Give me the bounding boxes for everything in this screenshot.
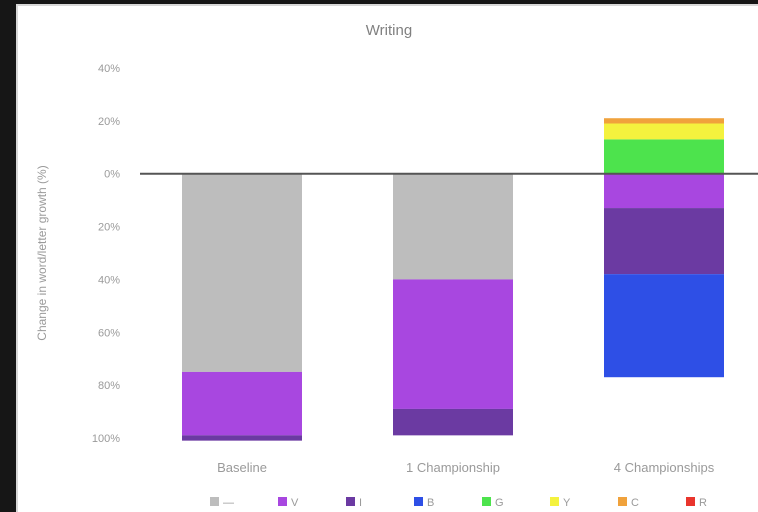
bar-segment (604, 118, 724, 124)
chart-panel: Writing 40% 20% 0% 20% 40% 60% 80% 100% Change i… (16, 4, 758, 512)
legend-swatch (550, 497, 559, 506)
legend-swatch (414, 497, 423, 506)
bar-segment (182, 173, 302, 372)
legend-label: G (495, 497, 504, 509)
y-axis-label: Change in word/letter growth (%) (35, 165, 49, 340)
y-tick-label: 40% (98, 63, 120, 75)
y-tick-label: 60% (98, 327, 120, 339)
legend-swatch (618, 497, 627, 506)
legend-label: C (631, 497, 639, 509)
bar-segment (604, 173, 724, 209)
x-tick-label: Baseline (217, 460, 267, 475)
stacked-bar-chart: 40% 20% 0% 20% 40% 60% 80% 100% Change in word/l… (35, 63, 758, 509)
x-tick-label: 4 Championships (614, 460, 715, 475)
legend-label: B (427, 497, 434, 509)
legend-swatch (278, 497, 287, 506)
legend-swatch (210, 497, 219, 506)
chart-title: Writing (365, 22, 413, 39)
legend-label: I (359, 497, 362, 509)
bar-segment (604, 274, 724, 378)
y-tick-label: 0% (104, 169, 120, 181)
y-tick-label: 100% (92, 433, 120, 445)
bar-segment (604, 139, 724, 174)
bar-segment (393, 408, 513, 436)
legend-label: — (223, 497, 234, 509)
legend-label: Y (563, 497, 571, 509)
legend-label: V (291, 497, 299, 509)
legend-label: R (699, 497, 707, 509)
bar-segment (393, 279, 513, 409)
y-tick-label: 20% (98, 116, 120, 128)
legend-swatch (346, 497, 355, 506)
y-tick-label: 80% (98, 380, 120, 392)
x-tick-label: 1 Championship (406, 460, 500, 475)
bar-segment (604, 123, 724, 140)
legend-swatch (482, 497, 491, 506)
bar-segment (604, 208, 724, 275)
y-tick-label: 40% (98, 274, 120, 286)
bar-segment (393, 173, 513, 280)
bar-segment (182, 435, 302, 441)
bar-segment (182, 371, 302, 436)
legend-swatch (686, 497, 695, 506)
y-tick-label: 20% (98, 222, 120, 234)
